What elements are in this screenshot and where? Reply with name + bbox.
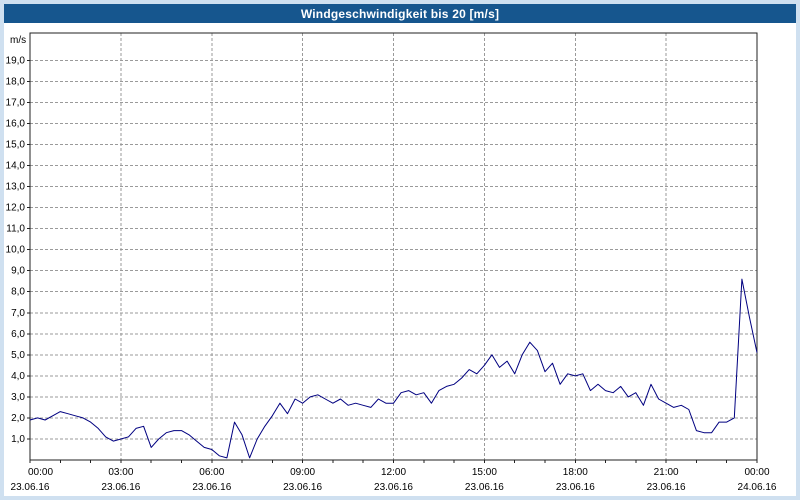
y-tick-label: 1,0	[11, 434, 25, 445]
x-tick-time-label: 15:00	[472, 467, 497, 478]
wind-speed-series-line	[29, 278, 758, 459]
y-tick-label: 4,0	[11, 371, 25, 382]
x-tick-date-label: 23.06.16	[647, 482, 686, 493]
y-tick-label: 6,0	[11, 329, 25, 340]
x-tick-date-label: 23.06.16	[374, 482, 413, 493]
y-tick-label: 3,0	[11, 392, 25, 403]
chart-panel: 1,0 2,0 3,0 4,0 5,0 6,0 7,0 8,0 9,0 10,0 11,0 12,0 1…	[4, 23, 796, 496]
x-tick-date-label: 23.06.16	[11, 482, 50, 493]
x-tick-time-label: 09:00	[290, 467, 315, 478]
y-tick-label: 12,0	[6, 203, 26, 214]
x-tick-time-label: 03:00	[108, 467, 133, 478]
x-tick-date-label: 23.06.16	[192, 482, 231, 493]
y-tick-label: 14,0	[6, 161, 26, 172]
x-tick-time-label: 21:00	[654, 467, 679, 478]
y-tick-label: 5,0	[11, 350, 25, 361]
y-tick-label: 18,0	[6, 76, 26, 87]
y-tick-label: 16,0	[6, 118, 26, 129]
y-tick-label: 7,0	[11, 308, 25, 319]
x-tick-date-label: 24.06.16	[738, 482, 777, 493]
x-tick-date-label: 23.06.16	[556, 482, 595, 493]
x-tick-time-label: 12:00	[381, 467, 406, 478]
y-tick-label: 9,0	[11, 266, 25, 277]
x-tick-date-label: 23.06.16	[101, 482, 140, 493]
plot-border	[29, 32, 758, 461]
chart-title-bar: Windgeschwindigkeit bis 20 [m/s]	[4, 4, 796, 23]
x-tick-time-label: 06:00	[199, 467, 224, 478]
chart-title: Windgeschwindigkeit bis 20 [m/s]	[300, 6, 500, 21]
y-tick-label: 17,0	[6, 97, 26, 108]
y-axis-unit-label: m/s	[10, 35, 26, 46]
x-tick-time-label: 00:00	[744, 467, 769, 478]
y-tick-label: 15,0	[6, 140, 26, 151]
x-tick-date-label: 23.06.16	[465, 482, 504, 493]
x-tick-date-label: 23.06.16	[283, 482, 322, 493]
y-tick-label: 13,0	[6, 182, 26, 193]
y-tick-label: 10,0	[6, 245, 26, 256]
x-tick-time-label: 00:00	[28, 467, 53, 478]
y-tick-label: 19,0	[6, 55, 26, 66]
y-tick-label: 11,0	[6, 224, 25, 235]
wind-speed-line-chart: 1,0 2,0 3,0 4,0 5,0 6,0 7,0 8,0 9,0 10,0 11,0 12,0 1…	[6, 32, 777, 493]
x-tick-time-label: 18:00	[563, 467, 588, 478]
y-tick-label: 8,0	[11, 287, 25, 298]
y-tick-label: 2,0	[11, 413, 25, 424]
